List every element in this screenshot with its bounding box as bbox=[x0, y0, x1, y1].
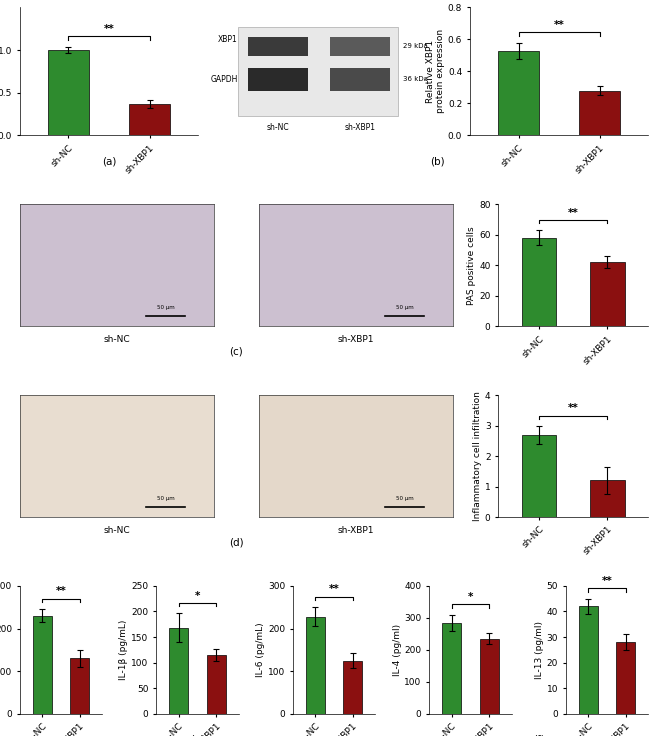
Text: **: ** bbox=[568, 403, 579, 414]
Text: sh-NC: sh-NC bbox=[103, 526, 130, 534]
Y-axis label: IL-13 (pg/ml): IL-13 (pg/ml) bbox=[534, 621, 544, 679]
Text: 50 μm: 50 μm bbox=[157, 496, 174, 501]
Text: XBP1: XBP1 bbox=[218, 35, 238, 44]
FancyBboxPatch shape bbox=[329, 68, 390, 91]
Y-axis label: Inflammatory cell infiltration: Inflammatory cell infiltration bbox=[473, 391, 482, 521]
Bar bbox=[590, 481, 625, 517]
Bar bbox=[522, 238, 556, 326]
Bar bbox=[48, 50, 88, 135]
Y-axis label: IL-6 (pg/mL): IL-6 (pg/mL) bbox=[256, 623, 265, 677]
Bar bbox=[616, 643, 635, 714]
Text: (d): (d) bbox=[229, 537, 244, 548]
Text: **: ** bbox=[329, 584, 339, 595]
Text: 50 μm: 50 μm bbox=[157, 305, 174, 311]
Text: GAPDH: GAPDH bbox=[210, 74, 238, 84]
Bar bbox=[498, 51, 539, 135]
Text: **: ** bbox=[103, 24, 115, 34]
Y-axis label: Relative XBP1
protein expression: Relative XBP1 protein expression bbox=[426, 29, 445, 113]
Text: (c): (c) bbox=[230, 347, 244, 357]
Text: sh-XBP1: sh-XBP1 bbox=[345, 123, 375, 132]
Text: **: ** bbox=[56, 587, 66, 596]
Bar bbox=[71, 659, 89, 714]
FancyBboxPatch shape bbox=[248, 68, 309, 91]
Y-axis label: IL-1β (pg/mL): IL-1β (pg/mL) bbox=[119, 620, 128, 680]
FancyBboxPatch shape bbox=[329, 37, 390, 56]
Text: *: * bbox=[195, 591, 200, 601]
Text: (f): (f) bbox=[533, 735, 545, 736]
Bar bbox=[590, 262, 625, 326]
Y-axis label: IL-4 (pg/ml): IL-4 (pg/ml) bbox=[392, 624, 402, 676]
Bar bbox=[442, 623, 461, 714]
Bar bbox=[33, 616, 52, 714]
Bar bbox=[343, 660, 362, 714]
Bar bbox=[170, 628, 188, 714]
Text: **: ** bbox=[602, 576, 612, 586]
FancyBboxPatch shape bbox=[238, 26, 398, 116]
Text: 36 kDa: 36 kDa bbox=[403, 76, 428, 82]
FancyBboxPatch shape bbox=[248, 37, 309, 56]
Text: 50 μm: 50 μm bbox=[396, 496, 413, 501]
Text: *: * bbox=[468, 592, 474, 602]
Text: sh-XBP1: sh-XBP1 bbox=[338, 526, 375, 534]
Bar bbox=[579, 606, 597, 714]
Text: 50 μm: 50 μm bbox=[396, 305, 413, 311]
Bar bbox=[207, 655, 226, 714]
Bar bbox=[129, 104, 170, 135]
Text: sh-NC: sh-NC bbox=[103, 335, 130, 344]
Text: **: ** bbox=[553, 20, 565, 29]
Bar bbox=[522, 435, 556, 517]
Text: (a): (a) bbox=[102, 156, 116, 166]
Text: (e): (e) bbox=[191, 735, 205, 736]
Bar bbox=[580, 91, 620, 135]
Text: sh-NC: sh-NC bbox=[267, 123, 290, 132]
Text: sh-XBP1: sh-XBP1 bbox=[338, 335, 375, 344]
Bar bbox=[306, 617, 325, 714]
Text: 29 kDa: 29 kDa bbox=[403, 43, 428, 49]
Text: (b): (b) bbox=[430, 156, 445, 166]
Text: **: ** bbox=[568, 208, 579, 218]
Bar bbox=[480, 639, 498, 714]
Y-axis label: PAS positive cells: PAS positive cells bbox=[467, 226, 476, 305]
